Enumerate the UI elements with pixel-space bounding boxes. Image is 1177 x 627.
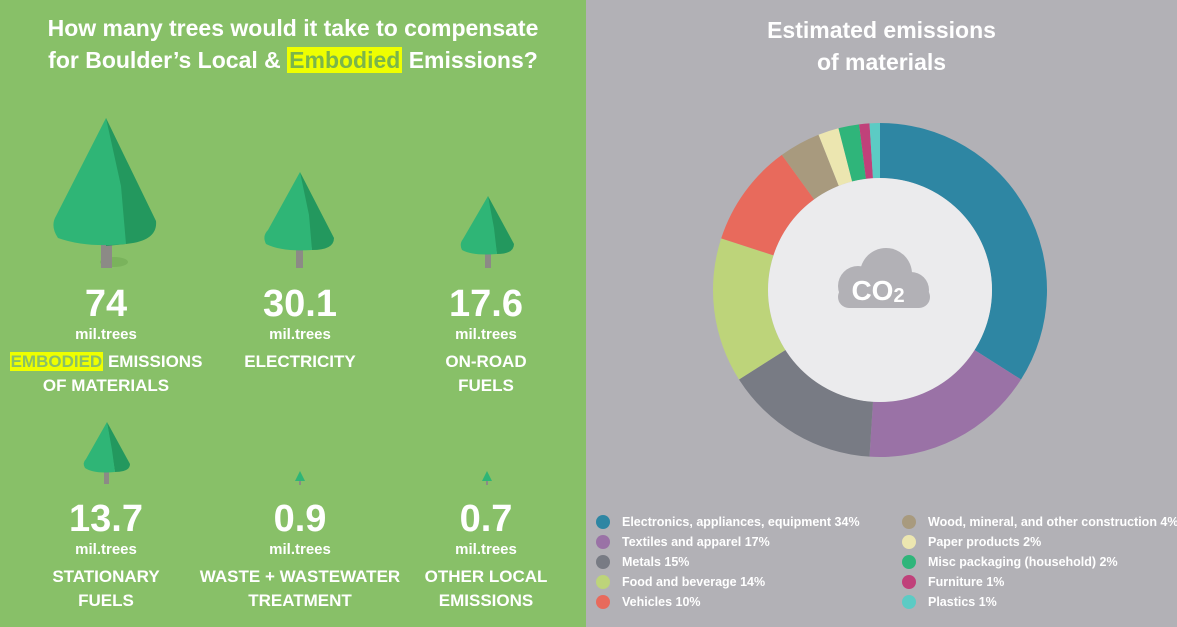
co2-label: CO2	[851, 275, 904, 307]
stat-value: 0.7	[459, 498, 513, 540]
legend-item: Vehicles 10%	[596, 595, 701, 609]
stat-value: 17.6	[449, 283, 523, 325]
legend-item: Plastics 1%	[902, 595, 997, 609]
donut-slice	[880, 123, 1047, 380]
legend-label: Food and beverage 14%	[622, 575, 766, 589]
legend-label: Metals 15%	[622, 555, 690, 569]
stat-label: ELECTRICITY	[244, 352, 356, 371]
legend-label: Misc packaging (household) 2%	[928, 555, 1118, 569]
legend-swatch	[596, 575, 610, 589]
donut-slice	[818, 128, 853, 186]
stat-value: 0.9	[273, 498, 327, 540]
legend-swatch	[596, 555, 610, 569]
title-highlight: Embodied	[287, 47, 403, 73]
stat-unit: mil.trees	[455, 541, 517, 558]
label-text: EMISSIONS	[103, 352, 203, 371]
tree-icon	[83, 422, 130, 484]
title-line-1: How many trees would it take to compensa…	[47, 15, 539, 41]
legend-label: Plastics 1%	[928, 595, 997, 609]
chart-title: Estimated emissions of materials	[586, 14, 1177, 78]
tree-icon	[295, 471, 305, 485]
stat-label: STATIONARY FUELS	[6, 565, 206, 613]
trees-title: How many trees would it take to compensa…	[0, 12, 586, 76]
tree-icon	[53, 118, 157, 268]
stat-value: 74	[84, 283, 128, 325]
legend-label: Electronics, appliances, equipment 34%	[622, 515, 860, 529]
legend-swatch	[902, 575, 916, 589]
stat-stationary-fuels: 13.7 mil.trees STATIONARY FUELS	[6, 499, 206, 613]
stat-waste: 0.9 mil.trees WASTE + WASTEWATER TREATMEN…	[194, 499, 406, 613]
chart-title-line: Estimated emissions	[767, 17, 996, 43]
stat-on-road-fuels: 17.6 mil.trees ON-ROAD FUELS	[386, 284, 586, 398]
legend-item: Misc packaging (household) 2%	[902, 555, 1118, 569]
stat-other-local: 0.7 mil.trees OTHER LOCAL EMISSIONS	[386, 499, 586, 613]
legend-item: Metals 15%	[596, 555, 689, 569]
tree-icon	[264, 172, 334, 268]
stat-embodied: 74 mil.trees EMBODIED EMISSIONS OF MATERI…	[6, 284, 206, 398]
donut-slice	[713, 238, 786, 380]
legend-label: Textiles and apparel 17%	[622, 535, 770, 549]
legend-label: Vehicles 10%	[622, 595, 701, 609]
label-text: STATIONARY	[52, 567, 160, 586]
legend-swatch	[902, 555, 916, 569]
stat-value: 30.1	[263, 283, 337, 325]
stat-unit: mil.trees	[269, 541, 331, 558]
legend-item: Textiles and apparel 17%	[596, 535, 770, 549]
donut-slice	[838, 124, 866, 182]
label-text: TREATMENT	[248, 591, 352, 610]
legend-item: Paper products 2%	[902, 535, 1041, 549]
label-text: WASTE + WASTEWATER	[199, 567, 401, 586]
legend-item: Wood, mineral, and other construction 4%	[902, 515, 1177, 529]
donut-slice	[869, 350, 1022, 457]
legend-item: Furniture 1%	[902, 575, 1004, 589]
tree-icon	[460, 196, 514, 268]
legend-swatch	[596, 535, 610, 549]
legend-swatch	[902, 515, 916, 529]
legend-label: Paper products 2%	[928, 535, 1042, 549]
legend-swatch	[902, 535, 916, 549]
donut-slice	[859, 123, 873, 179]
donut-chart: CO2	[713, 123, 1047, 457]
label-text: FUELS	[458, 376, 514, 395]
legend-swatch	[902, 595, 916, 609]
donut-slice	[738, 350, 873, 457]
stat-unit: mil.trees	[455, 326, 517, 343]
stat-label: ON-ROAD FUELS	[386, 350, 586, 398]
stat-unit: mil.trees	[269, 326, 331, 343]
donut-slice	[721, 154, 815, 256]
donut-slice	[781, 134, 839, 200]
donut-slice	[869, 123, 880, 179]
label-highlight: EMBODIED	[9, 352, 104, 371]
stat-label: WASTE + WASTEWATER TREATMENT	[194, 565, 406, 613]
chart-title-line: of materials	[816, 49, 947, 75]
tree-icon	[482, 471, 492, 485]
stat-unit: mil.trees	[75, 326, 137, 343]
stat-electricity: 30.1 mil.trees ELECTRICITY	[200, 284, 400, 374]
legend-item: Food and beverage 14%	[596, 575, 765, 589]
legend-swatch	[596, 595, 610, 609]
label-text: EMISSIONS	[438, 591, 534, 610]
stat-label: OTHER LOCAL EMISSIONS	[386, 565, 586, 613]
label-text: FUELS	[78, 591, 134, 610]
cloud-icon	[838, 248, 930, 308]
stat-value: 13.7	[69, 498, 143, 540]
title-text: for Boulder’s Local &	[48, 47, 288, 73]
label-text: OTHER LOCAL	[424, 567, 548, 586]
trees-panel: How many trees would it take to compensa…	[0, 0, 586, 627]
title-text: Emissions?	[402, 47, 538, 73]
label-text: ON-ROAD	[445, 352, 527, 371]
legend-swatch	[596, 515, 610, 529]
legend-item: Electronics, appliances, equipment 34%	[596, 515, 860, 529]
title-line-2: for Boulder’s Local & Embodied Emissions…	[0, 44, 586, 76]
stat-unit: mil.trees	[75, 541, 137, 558]
legend-label: Wood, mineral, and other construction 4%	[928, 515, 1177, 529]
label-text: OF MATERIALS	[42, 376, 170, 395]
legend-label: Furniture 1%	[928, 575, 1005, 589]
stat-label: EMBODIED EMISSIONS OF MATERIALS	[6, 350, 206, 398]
